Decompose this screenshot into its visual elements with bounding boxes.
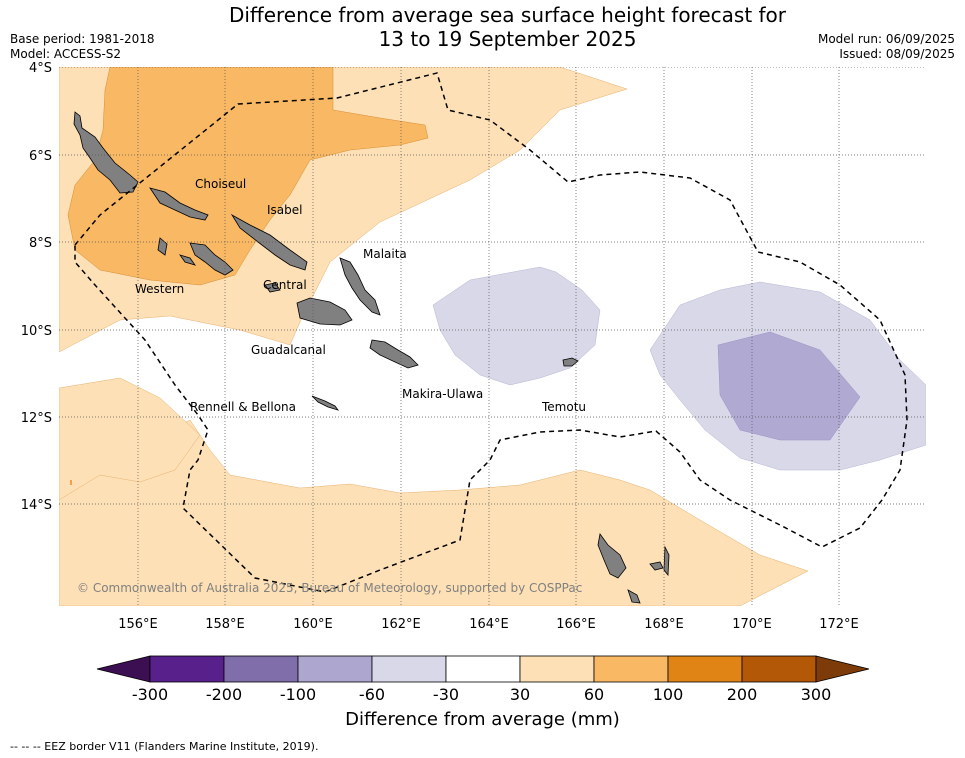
run-info: Model run: 06/09/2025 Issued: 08/09/2025 bbox=[818, 32, 955, 62]
lon-label-170e: 170°E bbox=[732, 617, 772, 632]
colorbar-tick: 30 bbox=[510, 685, 530, 704]
islands bbox=[73, 111, 670, 604]
colorbar-tick: -30 bbox=[433, 685, 459, 704]
colorbar-low-extend bbox=[96, 655, 151, 683]
malakula-island bbox=[627, 589, 641, 604]
label-western: Western bbox=[135, 282, 184, 296]
colorbar-tick: 100 bbox=[653, 685, 684, 704]
model-info: Base period: 1981-2018 Model: ACCESS-S2 bbox=[10, 32, 155, 62]
lat-label-12s: 12°S bbox=[21, 411, 52, 426]
map-area: Choiseul Isabel Malaita Western Central … bbox=[59, 67, 926, 606]
lat-label-4s: 4°S bbox=[29, 61, 52, 76]
label-isabel: Isabel bbox=[267, 203, 302, 217]
anomaly-60-100 bbox=[67, 67, 429, 286]
lat-label-14s: 14°S bbox=[21, 498, 52, 513]
colorbar-bin-1 bbox=[149, 655, 225, 683]
label-rennell-bellona: Rennell & Bellona bbox=[190, 400, 296, 414]
bougainville-island bbox=[73, 111, 139, 194]
lon-label-158e: 158°E bbox=[205, 617, 245, 632]
lat-label-6s: 6°S bbox=[29, 149, 52, 164]
label-makira-ulawa: Makira-Ulawa bbox=[402, 387, 483, 401]
label-choiseul: Choiseul bbox=[195, 177, 246, 191]
longitude-labels: 156°E 158°E 160°E 162°E 164°E 166°E 168°… bbox=[118, 617, 859, 632]
central-islands bbox=[264, 282, 281, 293]
santa-cruz-island bbox=[562, 357, 579, 367]
isabel-island bbox=[230, 213, 308, 271]
latitude-labels: 4°S 6°S 8°S 10°S 12°S 14°S bbox=[21, 61, 52, 513]
eez-border bbox=[74, 72, 908, 593]
lon-label-162e: 162°E bbox=[381, 617, 421, 632]
title-line-2: 13 to 19 September 2025 bbox=[378, 27, 637, 51]
anomaly-30-60-southwest bbox=[59, 377, 201, 501]
lat-label-10s: 10°S bbox=[21, 324, 52, 339]
anomaly-minus-60-100 bbox=[717, 331, 861, 441]
base-period: Base period: 1981-2018 bbox=[10, 32, 155, 46]
lon-label-168e: 168°E bbox=[644, 617, 684, 632]
colorbar-tick: -100 bbox=[280, 685, 316, 704]
rennell-island bbox=[311, 395, 340, 411]
lon-label-156e: 156°E bbox=[118, 617, 158, 632]
new-georgia-island bbox=[189, 242, 234, 276]
lon-label-172e: 172°E bbox=[819, 617, 859, 632]
colorbar-bin-5 bbox=[445, 655, 521, 683]
colorbar-bin-9 bbox=[741, 655, 817, 683]
makira-island bbox=[369, 339, 419, 369]
region-labels: Choiseul Isabel Malaita Western Central … bbox=[135, 177, 586, 414]
colorbar-bin-6 bbox=[519, 655, 595, 683]
colorbar-tick: 300 bbox=[801, 685, 832, 704]
colorbar-high-extend bbox=[815, 655, 870, 683]
label-central: Central bbox=[263, 278, 307, 292]
colorbar bbox=[96, 655, 870, 683]
issued-date: Issued: 08/09/2025 bbox=[839, 47, 955, 61]
map-title: Difference from average sea surface heig… bbox=[0, 3, 965, 51]
colorbar-tick: 200 bbox=[727, 685, 758, 704]
colorbar-tick: 60 bbox=[584, 685, 604, 704]
gridlines bbox=[59, 67, 926, 606]
colorbar-tick: -300 bbox=[132, 685, 168, 704]
colorbar-bin-3 bbox=[297, 655, 373, 683]
colorbar-bin-2 bbox=[223, 655, 299, 683]
eez-footnote: -- -- -- EEZ border V11 (Flanders Marine… bbox=[10, 740, 319, 753]
colorbar-bin-7 bbox=[593, 655, 669, 683]
efate-island bbox=[649, 561, 664, 571]
colorbar-label: Difference from average (mm) bbox=[345, 709, 620, 730]
model-name: Model: ACCESS-S2 bbox=[10, 47, 122, 61]
copyright-notice: © Commonwealth of Australia 2025, Bureau… bbox=[77, 581, 582, 595]
lon-label-160e: 160°E bbox=[293, 617, 333, 632]
lon-label-164e: 164°E bbox=[469, 617, 509, 632]
label-guadalcanal: Guadalcanal bbox=[251, 343, 326, 357]
colorbar-ticks: -300 -200 -100 -60 -30 30 60 100 200 300 bbox=[132, 685, 831, 704]
colorbar-bin-4 bbox=[371, 655, 447, 683]
espiritu-santo-island bbox=[597, 533, 627, 579]
model-run-date: Model run: 06/09/2025 bbox=[817, 32, 955, 46]
malaita-island bbox=[339, 257, 381, 316]
rendova-island bbox=[178, 254, 197, 266]
colorbar-tick: -200 bbox=[206, 685, 242, 704]
lat-label-8s: 8°S bbox=[29, 236, 52, 251]
guadalcanal-island bbox=[296, 297, 353, 326]
choiseul-island bbox=[149, 187, 209, 221]
label-temotu: Temotu bbox=[541, 400, 586, 414]
lon-label-166e: 166°E bbox=[556, 617, 596, 632]
title-line-1: Difference from average sea surface heig… bbox=[228, 3, 787, 27]
colorbar-bin-8 bbox=[667, 655, 743, 683]
anomaly-minus-30-60-west bbox=[432, 266, 601, 386]
colorbar-tick: -60 bbox=[359, 685, 385, 704]
anomaly-speck bbox=[70, 480, 72, 485]
label-malaita: Malaita bbox=[363, 247, 407, 261]
